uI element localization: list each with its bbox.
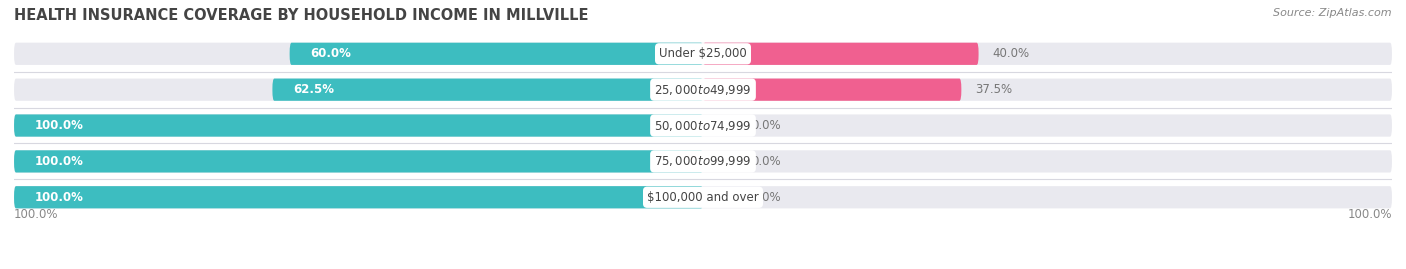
Text: 0.0%: 0.0% [751, 191, 780, 204]
Text: $100,000 and over: $100,000 and over [647, 191, 759, 204]
FancyBboxPatch shape [14, 186, 703, 208]
Text: 37.5%: 37.5% [976, 83, 1012, 96]
Text: 60.0%: 60.0% [311, 47, 352, 60]
Text: $25,000 to $49,999: $25,000 to $49,999 [654, 83, 752, 97]
FancyBboxPatch shape [14, 186, 1392, 208]
Text: 100.0%: 100.0% [35, 191, 83, 204]
FancyBboxPatch shape [14, 114, 1392, 137]
Text: HEALTH INSURANCE COVERAGE BY HOUSEHOLD INCOME IN MILLVILLE: HEALTH INSURANCE COVERAGE BY HOUSEHOLD I… [14, 8, 589, 23]
Text: 0.0%: 0.0% [751, 155, 780, 168]
Text: Under $25,000: Under $25,000 [659, 47, 747, 60]
FancyBboxPatch shape [14, 150, 703, 172]
FancyBboxPatch shape [273, 79, 703, 101]
FancyBboxPatch shape [703, 152, 738, 171]
Text: 62.5%: 62.5% [292, 83, 335, 96]
FancyBboxPatch shape [703, 43, 979, 65]
FancyBboxPatch shape [14, 43, 1392, 65]
FancyBboxPatch shape [14, 150, 1392, 172]
FancyBboxPatch shape [290, 43, 703, 65]
Text: 100.0%: 100.0% [35, 119, 83, 132]
FancyBboxPatch shape [703, 79, 962, 101]
FancyBboxPatch shape [703, 116, 738, 135]
Text: $75,000 to $99,999: $75,000 to $99,999 [654, 154, 752, 168]
FancyBboxPatch shape [14, 114, 703, 137]
Text: 100.0%: 100.0% [14, 208, 59, 221]
Text: 100.0%: 100.0% [1347, 208, 1392, 221]
Text: $50,000 to $74,999: $50,000 to $74,999 [654, 119, 752, 133]
Text: 40.0%: 40.0% [993, 47, 1029, 60]
Text: 100.0%: 100.0% [35, 155, 83, 168]
Text: 0.0%: 0.0% [751, 119, 780, 132]
FancyBboxPatch shape [14, 79, 1392, 101]
FancyBboxPatch shape [703, 187, 738, 207]
Text: Source: ZipAtlas.com: Source: ZipAtlas.com [1274, 8, 1392, 18]
